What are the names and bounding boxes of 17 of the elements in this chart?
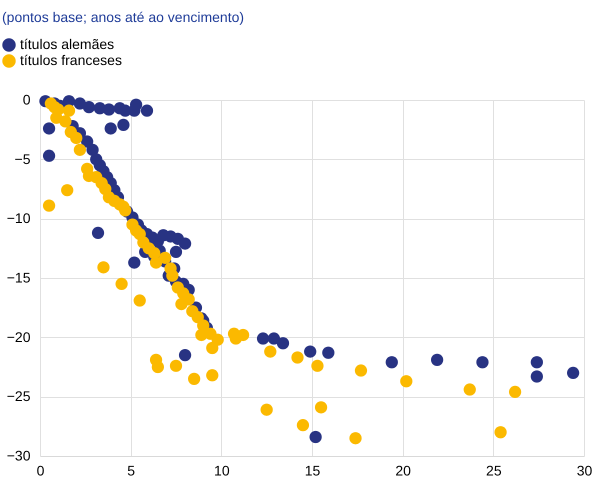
y-tick-label: 0 [22, 92, 31, 108]
x-tick-label: 30 [576, 462, 592, 478]
y-tick-label: −10 [6, 210, 31, 226]
y-tick-label: −25 [6, 388, 31, 404]
chart-title: (pontos base; anos até ao vencimento) [2, 9, 244, 25]
x-tick-label: 10 [214, 462, 230, 478]
x-tick-label: 25 [486, 462, 502, 478]
y-tick-label: −15 [6, 270, 31, 286]
y-tick-label: −30 [6, 448, 31, 464]
legend-label: títulos alemães [20, 36, 114, 52]
y-tick-label: −20 [6, 328, 31, 345]
legend-label: títulos franceses [20, 52, 122, 68]
x-tick-label: 15 [304, 462, 320, 478]
x-tick-label: 5 [127, 462, 136, 478]
x-tick-label: 0 [36, 462, 45, 478]
x-tick-label: 20 [395, 462, 412, 478]
y-tick-label: −5 [14, 150, 31, 167]
